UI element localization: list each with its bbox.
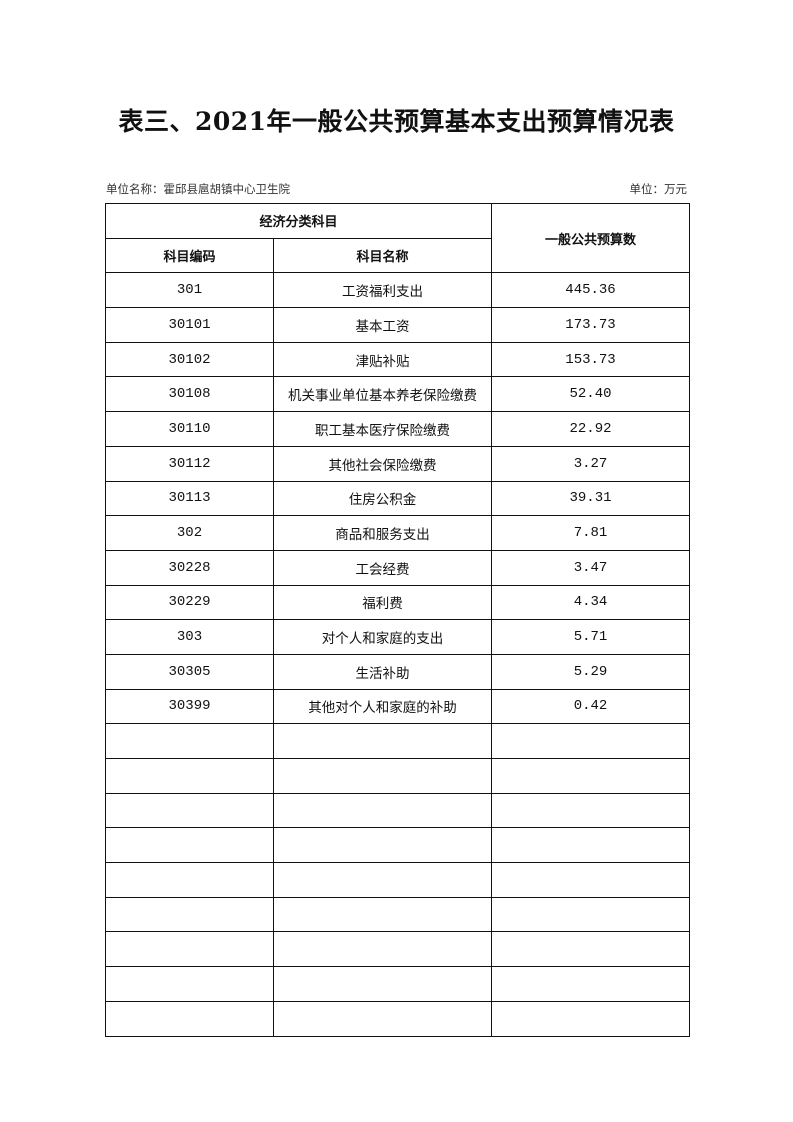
- cell-code: 30305: [105, 653, 274, 690]
- cell-code: [105, 827, 274, 864]
- cell-code: [105, 1000, 274, 1037]
- cell-code: [105, 758, 274, 794]
- cell-amount: 3.27: [491, 445, 691, 482]
- cell-name: 机关事业单位基本养老保险缴费: [272, 376, 493, 413]
- cell-name: [272, 931, 493, 968]
- cell-name: 职工基本医疗保险缴费: [272, 411, 493, 447]
- empty-row: [105, 723, 691, 759]
- cell-amount: 5.71: [491, 619, 691, 655]
- cell-amount: [491, 827, 691, 864]
- cell-code: [105, 792, 274, 829]
- empty-row: [105, 792, 691, 829]
- empty-row: [105, 827, 691, 864]
- empty-row: [105, 1000, 691, 1037]
- cell-name: 商品和服务支出: [272, 515, 493, 551]
- table-row: 30229 福利费 4.34: [105, 584, 691, 621]
- cell-code: [105, 896, 274, 933]
- cell-amount: [491, 758, 691, 794]
- cell-amount: [491, 862, 691, 898]
- unit-label: 单位：万元: [629, 182, 688, 196]
- cell-name: 基本工资: [272, 307, 493, 343]
- cell-code: 30399: [105, 688, 274, 725]
- cell-code: 30112: [105, 445, 274, 482]
- empty-row: [105, 931, 691, 968]
- header-name: 科目名称: [272, 237, 493, 274]
- cell-code: 30113: [105, 480, 274, 517]
- cell-name: 其他对个人和家庭的补助: [272, 688, 493, 725]
- cell-amount: [491, 723, 691, 759]
- header-group: 经济分类科目: [104, 203, 493, 239]
- table-row: 30112 其他社会保险缴费 3.27: [105, 445, 691, 482]
- cell-amount: 153.73: [491, 341, 691, 378]
- cell-amount: 4.34: [491, 584, 691, 621]
- cell-code: [105, 966, 274, 1002]
- cell-name: [272, 966, 493, 1002]
- cell-name: 工资福利支出: [272, 272, 493, 309]
- cell-name: [272, 1000, 493, 1037]
- cell-amount: 445.36: [491, 272, 691, 309]
- cell-amount: 22.92: [491, 411, 691, 447]
- cell-amount: [491, 792, 691, 829]
- cell-name: [272, 896, 493, 933]
- cell-name: [272, 758, 493, 794]
- header-amount: 一般公共预算数: [491, 202, 691, 274]
- empty-row: [105, 862, 691, 898]
- table-row: 30399 其他对个人和家庭的补助 0.42: [105, 688, 691, 725]
- empty-row: [105, 896, 691, 933]
- table-row: 301 工资福利支出 445.36: [105, 272, 691, 309]
- cell-name: 津贴补贴: [272, 341, 493, 378]
- budget-table: 经济分类科目 一般公共预算数 科目编码 科目名称 301 工资福利支出 445.36…: [104, 202, 691, 1037]
- cell-name: [272, 862, 493, 898]
- cell-code: 302: [105, 515, 274, 551]
- cell-code: 30229: [105, 584, 274, 621]
- table-row: 302 商品和服务支出 7.81: [105, 515, 691, 551]
- cell-name: [272, 792, 493, 829]
- cell-name: 福利费: [272, 584, 493, 621]
- cell-amount: 173.73: [491, 307, 691, 343]
- cell-amount: [491, 931, 691, 968]
- cell-code: 30102: [105, 341, 274, 378]
- cell-code: 30108: [105, 376, 274, 413]
- cell-code: 30228: [105, 549, 274, 586]
- unit-name: 单位名称：霍邱县扈胡镇中心卫生院: [106, 182, 290, 196]
- cell-amount: 0.42: [491, 688, 691, 725]
- cell-code: 30101: [105, 307, 274, 343]
- cell-amount: 52.40: [491, 376, 691, 413]
- cell-amount: [491, 966, 691, 1002]
- cell-code: 30110: [105, 411, 274, 447]
- cell-amount: 3.47: [491, 549, 691, 586]
- cell-name: 对个人和家庭的支出: [272, 619, 493, 655]
- cell-name: [272, 723, 493, 759]
- table-row: 30113 住房公积金 39.31: [105, 480, 691, 517]
- table-row: 30110 职工基本医疗保险缴费 22.92: [105, 411, 691, 447]
- cell-amount: 7.81: [491, 515, 691, 551]
- cell-amount: [491, 1000, 691, 1037]
- table-row: 30305 生活补助 5.29: [105, 653, 691, 690]
- cell-amount: [491, 896, 691, 933]
- cell-name: 工会经费: [272, 549, 493, 586]
- table-row: 30102 津贴补贴 153.73: [105, 341, 691, 378]
- empty-row: [105, 966, 691, 1002]
- cell-name: 其他社会保险缴费: [272, 445, 493, 482]
- table-row: 30108 机关事业单位基本养老保险缴费 52.40: [105, 376, 691, 413]
- table-row: 30101 基本工资 173.73: [105, 307, 691, 343]
- cell-code: [105, 862, 274, 898]
- cell-code: 301: [105, 272, 274, 309]
- header-code: 科目编码: [105, 237, 274, 274]
- cell-code: 303: [105, 619, 274, 655]
- empty-row: [105, 758, 691, 794]
- cell-name: 生活补助: [272, 653, 493, 690]
- cell-code: [105, 723, 274, 759]
- table-row: 30228 工会经费 3.47: [105, 549, 691, 586]
- cell-name: 住房公积金: [272, 480, 493, 517]
- cell-name: [272, 827, 493, 864]
- cell-amount: 5.29: [491, 653, 691, 690]
- cell-code: [105, 931, 274, 968]
- page-title: 表三、2021年一般公共预算基本支出预算情况表: [118, 107, 675, 136]
- cell-amount: 39.31: [491, 480, 691, 517]
- table-row: 303 对个人和家庭的支出 5.71: [105, 619, 691, 655]
